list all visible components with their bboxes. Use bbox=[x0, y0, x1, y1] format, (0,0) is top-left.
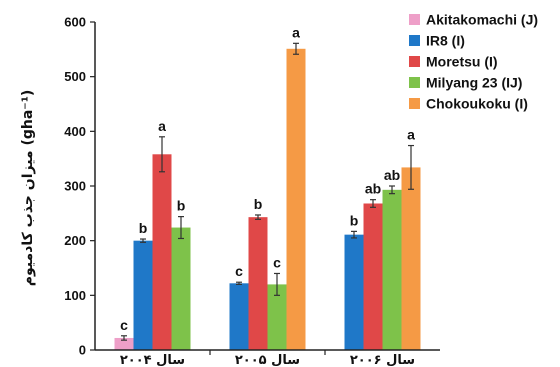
legend-swatch bbox=[409, 56, 420, 67]
y-tick-label: 300 bbox=[64, 179, 86, 194]
significance-label: a bbox=[292, 24, 300, 40]
bar bbox=[382, 189, 402, 350]
significance-label: ab bbox=[365, 181, 381, 197]
legend-swatch bbox=[409, 14, 420, 25]
y-tick-label: 500 bbox=[64, 69, 86, 84]
bar bbox=[229, 283, 249, 350]
bar bbox=[248, 217, 268, 350]
significance-label: ab bbox=[384, 167, 400, 183]
y-axis-label: میزان جذب کادمیوم (gha⁻¹) bbox=[20, 90, 36, 286]
bar bbox=[171, 227, 191, 350]
bar bbox=[114, 337, 134, 350]
y-tick-label: 400 bbox=[64, 124, 86, 139]
bar bbox=[401, 167, 421, 350]
significance-label: a bbox=[158, 118, 166, 134]
bar bbox=[344, 234, 364, 350]
bar bbox=[267, 284, 287, 350]
legend-label: Moretsu (I) bbox=[426, 54, 498, 70]
legend-label: Milyang 23 (IJ) bbox=[426, 75, 522, 91]
y-tick-label: 0 bbox=[79, 343, 86, 358]
significance-label: b bbox=[139, 220, 148, 236]
y-tick-label: 600 bbox=[64, 15, 86, 30]
significance-label: b bbox=[177, 198, 186, 214]
x-category-label: سال ۲۰۰۵ bbox=[235, 353, 300, 367]
significance-label: c bbox=[120, 317, 128, 333]
bar bbox=[152, 154, 172, 350]
legend-label: Akitakomachi (J) bbox=[426, 12, 538, 28]
legend-label: IR8 (I) bbox=[426, 33, 465, 49]
significance-label: b bbox=[350, 212, 359, 228]
legend: Akitakomachi (J) IR8 (I) Moretsu (I) Milyan… bbox=[409, 12, 538, 112]
significance-label: a bbox=[407, 127, 415, 143]
significance-label: b bbox=[254, 196, 263, 212]
y-axis: 0 100 200 300 400 500 600 bbox=[64, 15, 96, 358]
y-tick-label: 100 bbox=[64, 288, 86, 303]
x-axis: سال ۲۰۰۴ سال ۲۰۰۵ سال ۲۰۰۶ bbox=[95, 349, 440, 367]
y-tick-label: 200 bbox=[64, 233, 86, 248]
legend-label: Chokoukoku (I) bbox=[426, 96, 528, 112]
bar bbox=[286, 48, 306, 350]
legend-swatch bbox=[409, 98, 420, 109]
x-category-label: سال ۲۰۰۶ bbox=[350, 353, 415, 367]
x-category-label: سال ۲۰۰۴ bbox=[120, 353, 185, 367]
legend-swatch bbox=[409, 35, 420, 46]
significance-label: c bbox=[273, 254, 281, 270]
legend-swatch bbox=[409, 77, 420, 88]
bar bbox=[133, 240, 153, 350]
bar bbox=[363, 203, 383, 350]
significance-label: c bbox=[235, 263, 243, 279]
